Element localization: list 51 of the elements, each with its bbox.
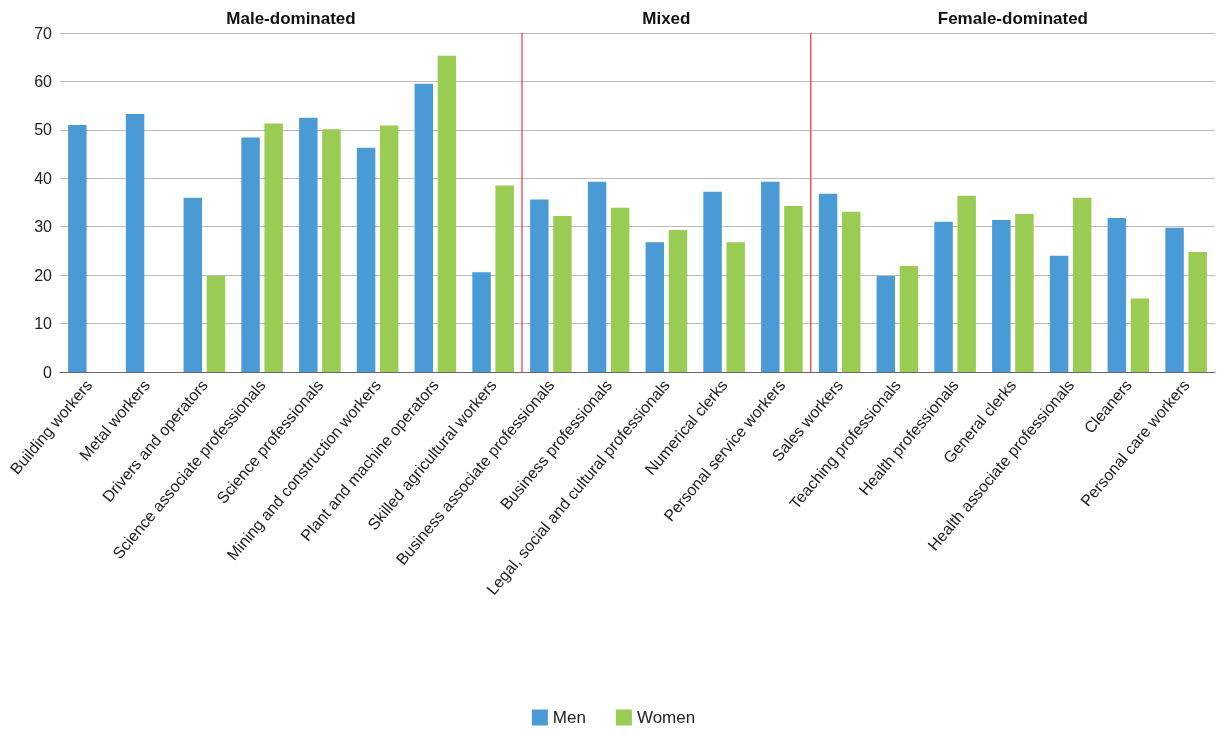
legend-label: Men xyxy=(552,708,586,727)
bar xyxy=(761,181,780,372)
text: Mixed xyxy=(642,9,691,28)
bar xyxy=(530,199,549,372)
bar xyxy=(241,137,260,372)
bar xyxy=(841,211,861,372)
bar xyxy=(322,129,341,372)
y-tick-label: 20 xyxy=(34,266,53,284)
y-tick-label: 40 xyxy=(34,169,53,187)
y-tick-label: 30 xyxy=(34,218,53,236)
bar xyxy=(299,117,318,372)
bar xyxy=(356,147,376,372)
text: Male-dominated xyxy=(226,9,356,28)
bar xyxy=(183,197,203,372)
bar xyxy=(899,265,919,372)
bar xyxy=(784,205,803,372)
bar xyxy=(1049,255,1069,372)
bar xyxy=(1072,197,1092,372)
bar xyxy=(668,230,688,372)
bar xyxy=(645,242,665,372)
text: Female-dominated xyxy=(937,9,1088,28)
bar xyxy=(876,276,896,372)
bar xyxy=(610,207,630,372)
bar xyxy=(495,185,514,372)
bar xyxy=(125,113,145,372)
bar xyxy=(587,181,607,372)
y-tick-label: 0 xyxy=(43,363,53,381)
legend-label: Women xyxy=(636,708,696,727)
bar xyxy=(703,191,722,372)
bar xyxy=(818,193,838,372)
bar xyxy=(553,216,572,372)
bar xyxy=(957,195,976,372)
bar xyxy=(437,55,457,372)
bar xyxy=(264,123,283,372)
y-tick-label: 10 xyxy=(34,315,53,333)
bar xyxy=(992,219,1011,372)
bar xyxy=(726,242,745,372)
bar xyxy=(1107,218,1127,372)
y-tick-label: 70 xyxy=(34,24,53,42)
bar xyxy=(934,221,953,372)
bar xyxy=(414,83,434,372)
bar xyxy=(1188,251,1207,372)
bar xyxy=(379,125,399,372)
bar xyxy=(1165,227,1184,372)
y-tick-label: 50 xyxy=(34,121,53,139)
bar xyxy=(206,276,226,372)
bar xyxy=(1130,298,1150,372)
y-tick-label: 60 xyxy=(34,72,53,90)
bar xyxy=(68,125,87,372)
bar xyxy=(472,272,491,372)
bar xyxy=(1015,214,1034,372)
